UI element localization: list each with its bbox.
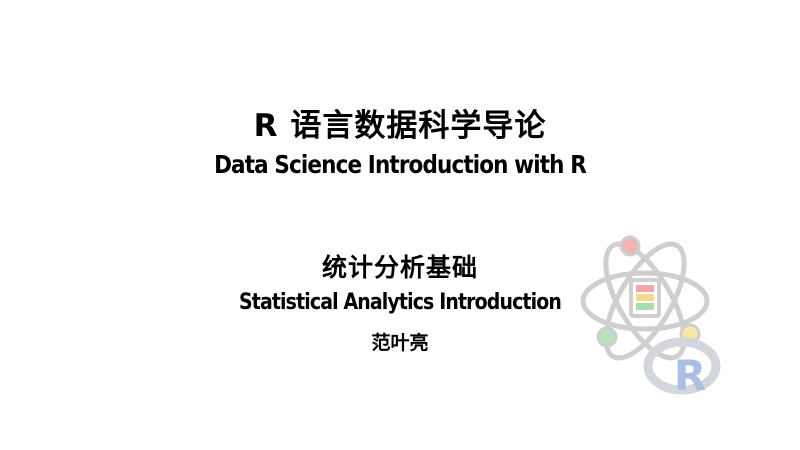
electron-green (596, 326, 618, 348)
orbit-diagonal-right (603, 241, 687, 361)
subtitle-english: Statistical Analytics Introduction (239, 290, 562, 315)
subtitle-chinese: 统计分析基础 (321, 253, 478, 282)
orbit-diagonal-left (603, 241, 687, 361)
r-logo-letter: R (674, 351, 706, 398)
main-title-chinese: R 语言数据科学导论 (253, 108, 547, 144)
author-name: 范叶亮 (371, 332, 429, 354)
r-logo-ring (643, 337, 721, 395)
stripe-green (636, 303, 654, 310)
orbit-horizontal (580, 270, 710, 332)
atom-r-logo-icon: R (580, 235, 721, 398)
stripe-red (636, 285, 654, 292)
stripe-yellow (636, 294, 654, 301)
electron-pink (619, 235, 641, 257)
main-title-english: Data Science Introduction with R (214, 150, 587, 179)
